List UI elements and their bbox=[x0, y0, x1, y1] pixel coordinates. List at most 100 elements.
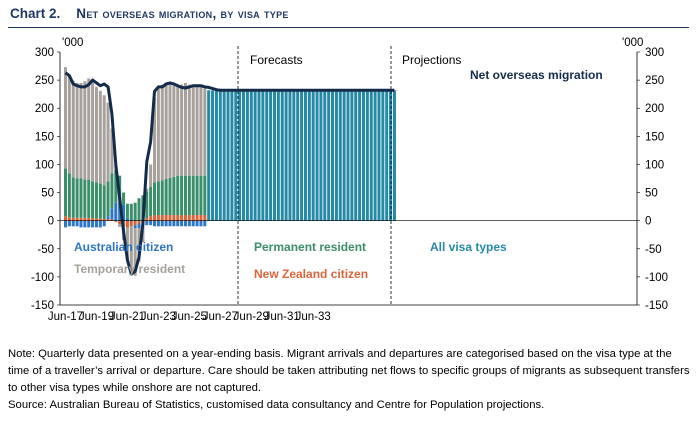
bar-all-visa-types bbox=[245, 90, 249, 221]
bar-all-visa-types bbox=[323, 90, 327, 221]
bar-temporary-resident bbox=[102, 95, 106, 186]
bar-new-zealand-citizen bbox=[172, 215, 176, 221]
bar-permanent-resident bbox=[156, 181, 160, 216]
bar-new-zealand-citizen bbox=[164, 215, 168, 221]
bar-australian-citizen bbox=[145, 220, 149, 226]
bar-new-zealand-citizen bbox=[176, 215, 180, 221]
bar-all-visa-types bbox=[230, 90, 234, 221]
bar-new-zealand-citizen bbox=[71, 217, 75, 221]
y-tick-label-left: 150 bbox=[35, 131, 54, 143]
y-tick-label-left: 100 bbox=[35, 159, 54, 171]
bar-new-zealand-citizen bbox=[156, 215, 160, 221]
bar-temporary-resident bbox=[110, 128, 114, 174]
bar-permanent-resident bbox=[102, 185, 106, 219]
bar-new-zealand-citizen bbox=[110, 219, 114, 221]
bar-temporary-resident bbox=[168, 83, 172, 178]
bar-permanent-resident bbox=[145, 191, 149, 219]
y-tick-label-left: 50 bbox=[41, 188, 54, 200]
projections-label: Projections bbox=[402, 53, 461, 67]
bar-permanent-resident bbox=[91, 181, 95, 219]
bar-new-zealand-citizen bbox=[83, 217, 87, 221]
y-tick-label-right: 50 bbox=[645, 188, 658, 200]
bar-australian-citizen bbox=[87, 220, 91, 228]
bar-temporary-resident bbox=[87, 78, 91, 180]
bar-all-visa-types bbox=[257, 90, 261, 221]
bar-australian-citizen bbox=[195, 220, 199, 227]
bar-all-visa-types bbox=[319, 90, 323, 221]
bar-temporary-resident bbox=[187, 84, 191, 176]
bar-temporary-resident bbox=[64, 67, 67, 169]
note-text: Note: Quarterly data presented on a year… bbox=[8, 348, 690, 394]
x-tick-label: Jun-25 bbox=[172, 311, 207, 323]
bar-australian-citizen bbox=[98, 220, 102, 228]
bar-temporary-resident bbox=[106, 102, 110, 182]
bar-australian-citizen bbox=[180, 220, 184, 227]
bar-permanent-resident bbox=[187, 175, 191, 216]
bar-australian-citizen bbox=[91, 220, 95, 228]
bar-all-visa-types bbox=[350, 90, 354, 221]
bar-new-zealand-citizen bbox=[91, 218, 95, 221]
bar-all-visa-types bbox=[354, 90, 358, 221]
bar-australian-citizen bbox=[203, 220, 207, 227]
bar-all-visa-types bbox=[300, 90, 304, 221]
bar-all-visa-types bbox=[265, 90, 269, 221]
bar-permanent-resident bbox=[160, 180, 164, 216]
bar-permanent-resident bbox=[94, 182, 98, 219]
bar-new-zealand-citizen bbox=[160, 215, 164, 221]
bar-permanent-resident bbox=[195, 175, 199, 216]
bar-all-visa-types bbox=[365, 90, 369, 221]
bar-australian-citizen bbox=[114, 202, 118, 221]
bar-australian-citizen bbox=[71, 220, 75, 227]
bar-permanent-resident bbox=[180, 175, 184, 216]
bar-temporary-resident bbox=[75, 82, 79, 179]
bar-australian-citizen bbox=[79, 220, 83, 228]
bar-new-zealand-citizen bbox=[79, 217, 83, 221]
bar-australian-citizen bbox=[137, 223, 141, 228]
legend-australian-citizen: Australian citizen bbox=[74, 240, 173, 254]
bar-permanent-resident bbox=[75, 178, 79, 218]
bar-australian-citizen bbox=[160, 220, 164, 227]
x-tick-label: Jun-29 bbox=[234, 311, 269, 323]
bar-all-visa-types bbox=[218, 90, 222, 221]
bar-all-visa-types bbox=[207, 90, 211, 221]
bar-new-zealand-citizen bbox=[180, 215, 184, 221]
bar-new-zealand-citizen bbox=[129, 220, 133, 227]
bar-new-zealand-citizen bbox=[67, 217, 71, 221]
bar-permanent-resident bbox=[98, 183, 102, 219]
bar-all-visa-types bbox=[369, 90, 373, 221]
bar-temporary-resident bbox=[191, 85, 195, 176]
bar-temporary-resident bbox=[145, 188, 149, 192]
bar-australian-citizen bbox=[156, 220, 160, 227]
bar-permanent-resident bbox=[191, 175, 195, 216]
left-unit-label: '000 bbox=[62, 37, 83, 49]
bar-new-zealand-citizen bbox=[199, 215, 203, 221]
bar-all-visa-types bbox=[269, 90, 273, 221]
bar-australian-citizen bbox=[102, 220, 106, 227]
bar-temporary-resident bbox=[71, 80, 75, 178]
bar-permanent-resident bbox=[67, 173, 71, 218]
bar-all-visa-types bbox=[280, 90, 284, 221]
bar-temporary-resident bbox=[67, 75, 71, 174]
bar-new-zealand-citizen bbox=[75, 217, 79, 221]
y-tick-label-right: 0 bbox=[645, 216, 651, 228]
bar-all-visa-types bbox=[358, 90, 362, 221]
y-tick-label-left: 300 bbox=[35, 47, 54, 59]
legend-all-visa-types: All visa types bbox=[430, 240, 507, 254]
bar-all-visa-types bbox=[288, 90, 292, 221]
bar-australian-citizen bbox=[176, 220, 180, 227]
nom-line bbox=[64, 71, 395, 276]
y-tick-label-right: 200 bbox=[645, 103, 664, 115]
bar-australian-citizen bbox=[75, 220, 79, 227]
bar-all-visa-types bbox=[272, 90, 276, 221]
bar-all-visa-types bbox=[342, 90, 346, 221]
bar-all-visa-types bbox=[361, 90, 365, 221]
source-text: Source: Australian Bureau of Statistics,… bbox=[8, 399, 545, 411]
bar-permanent-resident bbox=[176, 175, 180, 216]
bar-all-visa-types bbox=[389, 90, 393, 221]
bar-permanent-resident bbox=[125, 203, 129, 218]
bar-all-visa-types bbox=[346, 90, 350, 221]
bar-australian-citizen bbox=[172, 220, 176, 227]
chart-area: '000 '000 Forecasts Projections Net over… bbox=[31, 37, 668, 323]
bar-australian-citizen bbox=[164, 220, 168, 227]
bar-new-zealand-citizen bbox=[94, 218, 98, 221]
